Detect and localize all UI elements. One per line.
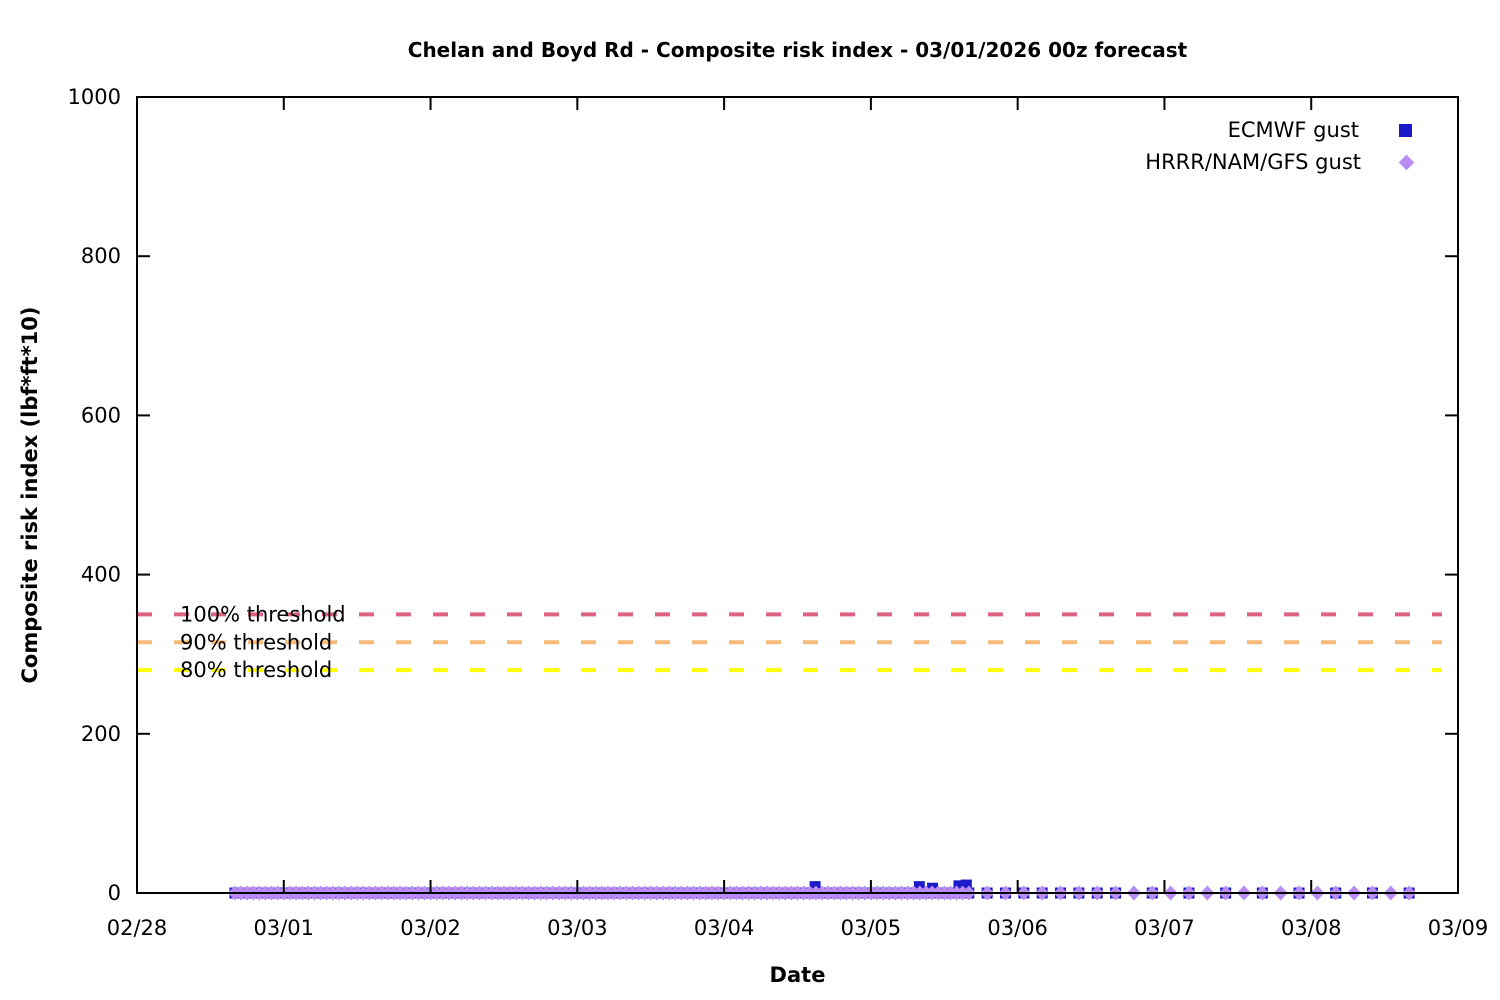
x-tick-label: 03/06 [987, 916, 1048, 940]
plot-border [136, 96, 1459, 894]
chart-title: Chelan and Boyd Rd - Composite risk inde… [407, 38, 1188, 62]
legend-item-hrrr-nam-gfs: HRRR/NAM/GFS gust [1145, 150, 1415, 174]
x-tick-label: 03/08 [1281, 916, 1342, 940]
y-tick-label: 400 [81, 563, 121, 587]
x-tick-label: 03/03 [547, 916, 608, 940]
x-tick-label: 03/01 [254, 916, 315, 940]
threshold-label: 100% threshold [180, 602, 346, 626]
y-tick-label: 1000 [68, 85, 121, 109]
data-point-square [960, 879, 972, 891]
legend-label-hrrr-nam-gfs: HRRR/NAM/GFS gust [1145, 150, 1361, 174]
y-tick-label: 200 [81, 722, 121, 746]
threshold-label: 80% threshold [180, 658, 332, 682]
x-tick-label: 03/02 [400, 916, 461, 940]
tick-labels: 02/28 03/01 03/02 03/03 03/04 03/05 03/06 03/07… [68, 85, 1489, 940]
x-tick-label: 03/07 [1134, 916, 1195, 940]
legend-label-ecmwf: ECMWF gust [1227, 118, 1359, 142]
threshold-labels: 100% threshold 90% threshold 80% threshold [180, 602, 346, 682]
x-tick-label: 03/09 [1428, 916, 1489, 940]
x-axis-label: Date [769, 963, 826, 987]
threshold-label: 90% threshold [180, 630, 332, 654]
x-tick-label: 02/28 [107, 916, 168, 940]
data-points [227, 879, 1417, 901]
legend-square-marker-icon [1399, 123, 1412, 137]
y-tick-label: 600 [81, 403, 121, 427]
x-tick-label: 03/05 [841, 916, 902, 940]
data-point-square [953, 880, 965, 892]
legend-diamond-marker-icon [1398, 154, 1415, 170]
y-tick-label: 0 [108, 881, 121, 905]
y-tick-label: 800 [81, 244, 121, 268]
y-axis-label: Composite risk index (lbf*ft*10) [18, 306, 42, 684]
axes [136, 96, 1459, 894]
threshold-lines [137, 612, 1442, 673]
x-tick-label: 03/04 [694, 916, 755, 940]
legend-item-ecmwf: ECMWF gust [1228, 118, 1412, 142]
